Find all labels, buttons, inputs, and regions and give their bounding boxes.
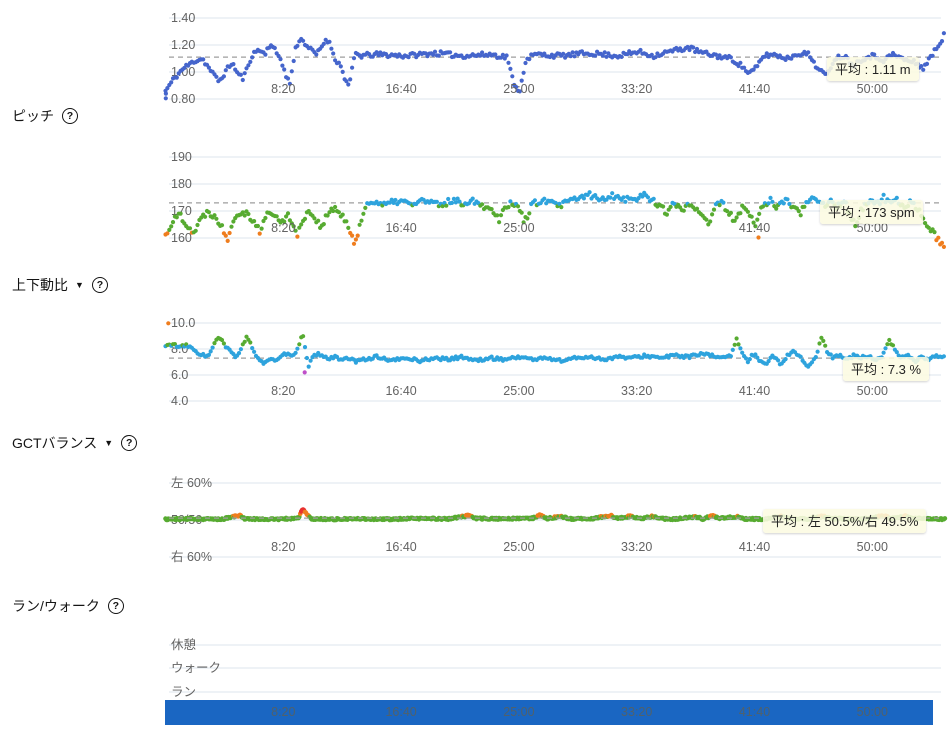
svg-text:25:00: 25:00 <box>503 221 534 235</box>
average-tooltip: 平均 : 173 spm <box>820 200 923 224</box>
stride-length-plot[interactable]: 1.40 1.20 1.00 0.80 8:20 16:40 25:00 33:20 41:40… <box>163 0 948 110</box>
svg-text:160: 160 <box>171 231 192 245</box>
help-icon-glyph: ? <box>112 599 120 612</box>
help-icon-glyph: ? <box>96 278 104 291</box>
help-icon-glyph: ? <box>125 436 133 449</box>
metric-label-text: GCTバランス <box>12 435 98 451</box>
svg-text:16:40: 16:40 <box>385 384 416 398</box>
svg-text:41:40: 41:40 <box>739 705 770 719</box>
svg-text:25:00: 25:00 <box>503 384 534 398</box>
svg-text:33:20: 33:20 <box>621 384 652 398</box>
svg-text:8:20: 8:20 <box>271 221 295 235</box>
svg-text:16:40: 16:40 <box>385 540 416 554</box>
metric-label-text: ラン/ウォーク <box>12 598 100 614</box>
svg-text:ラン: ラン <box>171 685 196 699</box>
help-icon-glyph: ? <box>66 109 74 122</box>
cadence-chart: 190 180 170 160 8:20 16:40 25:00 33:20 41:40 50:0… <box>163 145 948 255</box>
help-icon[interactable]: ? <box>121 435 138 451</box>
help-icon[interactable]: ? <box>62 108 78 124</box>
help-icon[interactable]: ? <box>91 277 108 293</box>
svg-text:休憩: 休憩 <box>171 637 197 652</box>
svg-text:1.20: 1.20 <box>171 38 195 52</box>
svg-text:8:20: 8:20 <box>271 82 295 96</box>
svg-text:16:40: 16:40 <box>385 82 416 96</box>
svg-text:0.80: 0.80 <box>171 92 195 106</box>
svg-text:25:00: 25:00 <box>503 540 534 554</box>
average-tooltip: 平均 : 左 50.5%/右 49.5% <box>763 509 927 533</box>
svg-text:50:00: 50:00 <box>857 540 888 554</box>
svg-text:33:20: 33:20 <box>621 82 652 96</box>
svg-text:41:40: 41:40 <box>739 82 770 96</box>
svg-text:8:20: 8:20 <box>271 540 295 554</box>
svg-text:50:00: 50:00 <box>857 221 888 235</box>
svg-text:41:40: 41:40 <box>739 221 770 235</box>
svg-text:1.40: 1.40 <box>171 11 195 25</box>
help-icon[interactable]: ? <box>107 598 124 614</box>
chevron-down-icon[interactable]: ▼ <box>75 280 84 290</box>
gct-balance-chart: 左 60%50/50右 60%8:2016:4025:0033:2041:405… <box>163 465 948 565</box>
svg-text:4.0: 4.0 <box>171 394 188 408</box>
svg-text:左 60%: 左 60% <box>171 475 212 490</box>
metric-label-gct-balance: GCTバランス ▼ ? <box>12 433 138 453</box>
svg-text:190: 190 <box>171 150 192 164</box>
svg-text:10.0: 10.0 <box>171 316 195 330</box>
average-tooltip: 平均 : 1.11 m <box>827 57 919 81</box>
metric-label-pitch: ピッチ ? <box>12 106 78 126</box>
vertical-ratio-plot[interactable]: 10.08.06.04.08:20 16:40 25:00 33:20 41:40 50:… <box>163 305 948 410</box>
metric-label-text: 上下動比 <box>12 277 68 293</box>
svg-text:170: 170 <box>171 204 192 218</box>
chevron-down-icon[interactable]: ▼ <box>104 438 114 448</box>
svg-text:50:00: 50:00 <box>857 384 888 398</box>
svg-text:33:20: 33:20 <box>621 705 652 719</box>
svg-text:33:20: 33:20 <box>621 221 652 235</box>
svg-text:41:40: 41:40 <box>739 540 770 554</box>
svg-text:ウォーク: ウォーク <box>171 661 221 675</box>
vertical-ratio-chart: 10.0 8.0 6.0 4.0 8:20 16:40 25:00 33:20 41:40 50:… <box>163 305 948 410</box>
svg-text:50:00: 50:00 <box>857 82 888 96</box>
run-walk-chart: 休憩ウォークラン 8:20 16:40 25:00 33:20 41:40 50:00 <box>165 630 948 739</box>
svg-text:33:20: 33:20 <box>621 540 652 554</box>
average-tooltip: 平均 : 7.3 % <box>843 357 930 381</box>
svg-text:8:20: 8:20 <box>271 705 295 719</box>
svg-text:25:00: 25:00 <box>503 82 534 96</box>
svg-text:6.0: 6.0 <box>171 368 188 382</box>
stride-length-chart: 1.40 1.20 1.00 0.80 8:20 16:40 25:00 33:20 41:40… <box>163 0 948 110</box>
svg-text:16:40: 16:40 <box>385 221 416 235</box>
svg-text:50:00: 50:00 <box>857 705 888 719</box>
metric-label-text: ピッチ <box>12 108 54 124</box>
svg-text:180: 180 <box>171 177 192 191</box>
svg-text:8:20: 8:20 <box>271 384 295 398</box>
svg-text:25:00: 25:00 <box>503 705 534 719</box>
svg-text:41:40: 41:40 <box>739 384 770 398</box>
svg-text:右 60%: 右 60% <box>171 549 212 564</box>
svg-text:16:40: 16:40 <box>385 705 416 719</box>
metric-label-run-walk: ラン/ウォーク ? <box>12 596 124 616</box>
svg-text:1.00: 1.00 <box>171 65 195 79</box>
metric-label-vertical-ratio: 上下動比 ▼ ? <box>12 275 108 295</box>
